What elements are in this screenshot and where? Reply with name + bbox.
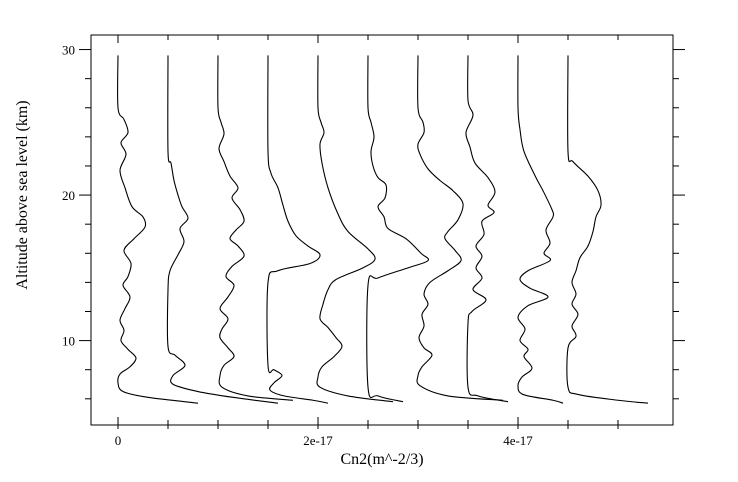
- y-axis-label: Altitude above sea level (km): [14, 100, 31, 289]
- y-tick-labels: 10 20 30: [62, 43, 75, 349]
- profile-line-7: [416, 55, 504, 401]
- x-tick-label: 0: [115, 433, 122, 448]
- plot-frame: [90, 34, 674, 426]
- x-tick-label: 2e-17: [303, 433, 333, 448]
- y-tick-label: 10: [62, 334, 75, 349]
- x-tick-labels: 0 2e-17 4e-17: [115, 433, 534, 448]
- profile-line-1: [117, 55, 199, 404]
- profile-line-8: [465, 55, 509, 403]
- profile-line-5: [316, 55, 394, 403]
- y-tick-label: 20: [62, 188, 75, 203]
- x-axis-label: Cn2(m^-2/3): [340, 451, 423, 468]
- profile-line-9: [517, 55, 564, 404]
- y-tick-label: 30: [62, 43, 75, 58]
- tick-marks: [79, 35, 685, 429]
- profile-line-10: [566, 55, 649, 404]
- profile-line-3: [217, 55, 294, 401]
- profile-line-4: [266, 55, 329, 404]
- profile-line-2: [166, 55, 279, 404]
- x-tick-label: 4e-17: [503, 433, 533, 448]
- profile-series: [117, 55, 649, 404]
- profile-line-6: [366, 55, 430, 403]
